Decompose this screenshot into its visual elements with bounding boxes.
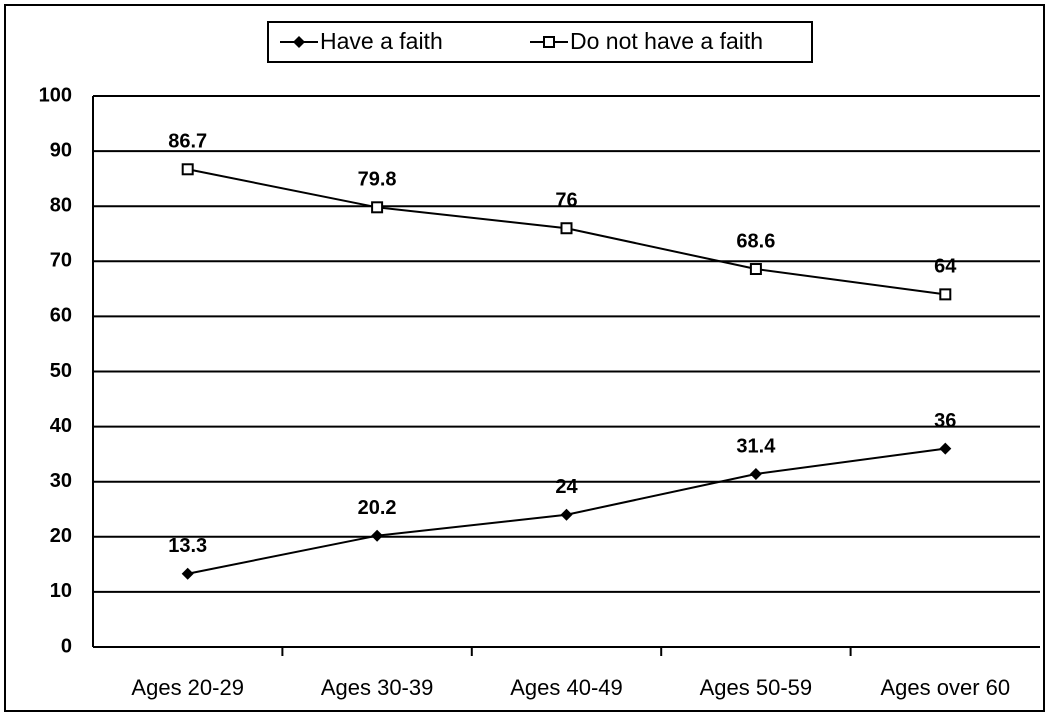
data-label: 31.4 xyxy=(736,435,776,457)
data-label: 68.6 xyxy=(736,230,775,252)
marker xyxy=(560,222,573,235)
marker xyxy=(749,263,762,276)
x-tick-label: Ages 30-39 xyxy=(321,675,434,700)
y-tick-label: 90 xyxy=(50,139,72,161)
legend-marker xyxy=(293,36,305,48)
y-tick-label: 80 xyxy=(50,194,72,216)
x-tick-label: Ages 50-59 xyxy=(700,675,813,700)
data-label: 86.7 xyxy=(168,131,207,153)
data-label: 79.8 xyxy=(358,169,397,191)
x-tick-label: Ages 20-29 xyxy=(131,675,244,700)
data-label: 24 xyxy=(555,476,578,498)
y-tick-label: 70 xyxy=(50,250,72,272)
data-label: 36 xyxy=(934,410,956,432)
x-tick-label: Ages 40-49 xyxy=(510,675,623,700)
y-tick-label: 50 xyxy=(50,360,72,382)
chart-border xyxy=(4,4,1045,712)
marker xyxy=(371,529,384,542)
marker xyxy=(939,288,952,301)
y-tick-label: 30 xyxy=(50,470,72,492)
marker xyxy=(560,508,573,521)
marker xyxy=(181,567,194,580)
legend-text: Have a faith xyxy=(320,28,443,54)
y-tick-label: 40 xyxy=(50,415,72,437)
y-tick-label: 20 xyxy=(50,525,72,547)
legend-text: Do not have a faith xyxy=(570,28,763,54)
y-tick-label: 0 xyxy=(61,635,72,657)
y-tick-label: 100 xyxy=(39,84,72,106)
y-tick-label: 10 xyxy=(50,580,72,602)
y-tick-label: 60 xyxy=(50,305,72,327)
marker xyxy=(749,467,762,480)
data-label: 64 xyxy=(934,256,957,278)
marker xyxy=(371,201,384,214)
x-tick-label: Ages over 60 xyxy=(880,675,1010,700)
marker xyxy=(939,442,952,455)
legend-marker xyxy=(543,36,555,48)
marker xyxy=(181,163,194,176)
data-label: 20.2 xyxy=(358,497,397,519)
data-label: 76 xyxy=(555,190,577,212)
data-label: 13.3 xyxy=(168,535,207,557)
